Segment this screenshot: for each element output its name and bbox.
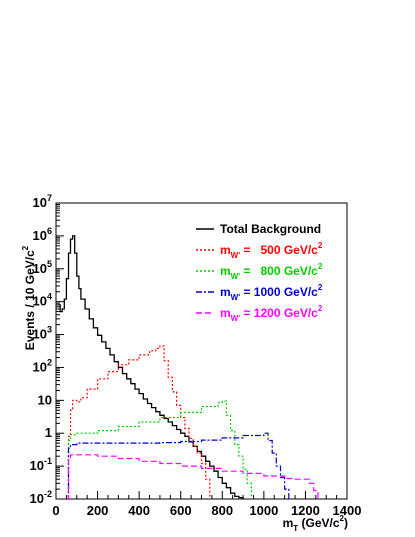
y-tick-label-9: 107 (33, 193, 52, 210)
series-layer (58, 235, 319, 500)
series-line-0 (58, 235, 244, 499)
legend-label-2: mW' = 800 GeV/c2 (220, 262, 323, 281)
y-tick-label-4: 102 (33, 357, 52, 374)
y-tick-label-6: 104 (33, 292, 52, 309)
y-axis-title: Events / 10 GeV/c2 (21, 245, 37, 350)
series-line-2 (66, 400, 252, 500)
axis-layer: 0 200 400 600 800 1000 1200 1400 10-2 10-1 1 10 102 1… (30, 193, 362, 518)
x-tick-label-4: 800 (211, 503, 233, 518)
series-line-4 (66, 454, 319, 500)
x-tick-label-2: 400 (128, 503, 150, 518)
x-tick-label-5: 1000 (249, 503, 278, 518)
x-tick-label-7: 1400 (333, 503, 362, 518)
y-tick-label-8: 106 (33, 226, 52, 243)
x-tick-label-1: 200 (87, 503, 109, 518)
y-tick-label-1: 10-1 (30, 456, 52, 473)
legend-label-1: mW' = 500 GeV/c2 (220, 241, 323, 260)
legend-label-4: mW' = 1200 GeV/c2 (220, 304, 323, 323)
legend: Total Background mW' = 500 GeV/c2 mW' = 80… (196, 222, 323, 323)
x-tick-label-0: 0 (52, 503, 59, 518)
x-axis-title: mT (GeV/c2) (283, 514, 348, 533)
series-line-3 (66, 432, 290, 500)
legend-label-0: Total Background (220, 222, 321, 236)
y-tick-label-3: 10 (38, 392, 52, 407)
legend-label-3: mW' = 1000 GeV/c2 (220, 283, 323, 302)
y-tick-label-2: 1 (45, 425, 52, 440)
x-tick-label-3: 600 (170, 503, 192, 518)
y-tick-label-5: 103 (33, 325, 52, 342)
series-line-1 (66, 345, 211, 500)
y-tick-label-7: 105 (33, 259, 52, 276)
y-tick-label-0: 10-2 (30, 489, 52, 506)
x-tick-label-6: 1200 (291, 503, 320, 518)
